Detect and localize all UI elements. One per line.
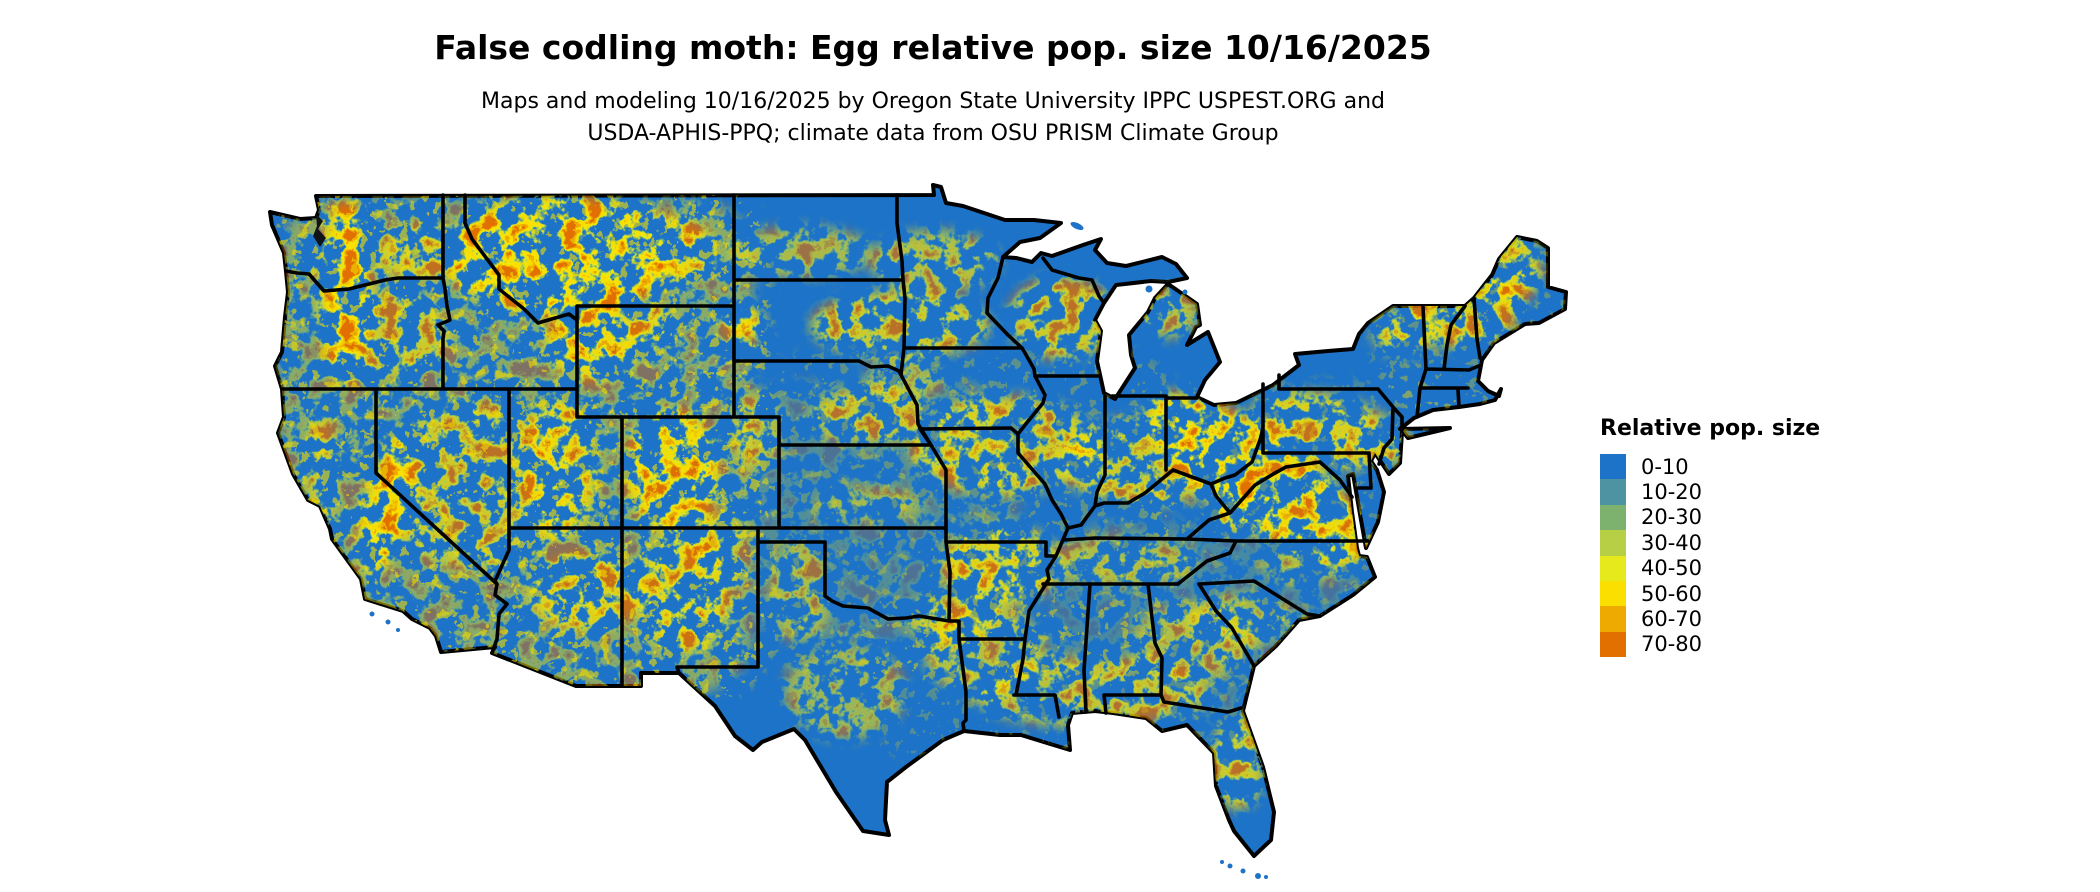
legend-row: 30-40 bbox=[1600, 530, 1820, 556]
legend-label: 60-70 bbox=[1641, 607, 1703, 632]
legend-row: 50-60 bbox=[1600, 580, 1820, 607]
map-subtitle-line2: USDA-APHIS-PPQ; climate data from OSU PR… bbox=[587, 121, 1279, 146]
legend-label: 0-10 bbox=[1641, 454, 1689, 479]
legend-row: 10-20 bbox=[1600, 479, 1820, 505]
legend-label: 70-80 bbox=[1641, 632, 1703, 657]
legend-label: 20-30 bbox=[1641, 505, 1703, 530]
legend-row: 20-30 bbox=[1600, 504, 1820, 531]
legend-label: 30-40 bbox=[1641, 530, 1703, 555]
legend-swatch bbox=[1600, 580, 1626, 607]
legend-row: 60-70 bbox=[1600, 606, 1820, 632]
legend-swatch bbox=[1600, 631, 1626, 658]
legend-swatch bbox=[1600, 504, 1626, 531]
legend-label: 40-50 bbox=[1641, 556, 1703, 581]
map-title: False codling moth: Egg relative pop. si… bbox=[434, 28, 1432, 67]
legend-row: 70-80 bbox=[1600, 631, 1820, 658]
legend-label: 50-60 bbox=[1641, 581, 1703, 606]
legend-swatch bbox=[1600, 454, 1626, 480]
state-borders bbox=[280, 193, 1483, 733]
legend: Relative pop. size 0-10 10-20 20-30 30-40 40… bbox=[1600, 416, 1821, 658]
legend-items: 0-10 10-20 20-30 30-40 40-50 50-60 60-70 70-80 bbox=[1600, 454, 1820, 658]
legend-swatch bbox=[1600, 555, 1626, 581]
channel-islands bbox=[369, 611, 400, 632]
puget-sound bbox=[313, 214, 326, 247]
legend-swatch bbox=[1600, 606, 1626, 632]
legend-row: 40-50 bbox=[1600, 555, 1820, 581]
legend-title: Relative pop. size bbox=[1600, 416, 1821, 441]
speckle-layers bbox=[270, 185, 1566, 856]
legend-swatch bbox=[1600, 479, 1626, 505]
legend-row: 0-10 bbox=[1600, 454, 1820, 480]
florida-keys bbox=[1220, 860, 1268, 879]
legend-swatch bbox=[1600, 530, 1626, 556]
great-lakes-islands bbox=[1070, 221, 1188, 295]
map-subtitle: Maps and modeling 10/16/2025 by Oregon S… bbox=[0, 86, 1866, 150]
legend-label: 10-20 bbox=[1641, 480, 1703, 505]
map-subtitle-line1: Maps and modeling 10/16/2025 by Oregon S… bbox=[481, 89, 1385, 114]
